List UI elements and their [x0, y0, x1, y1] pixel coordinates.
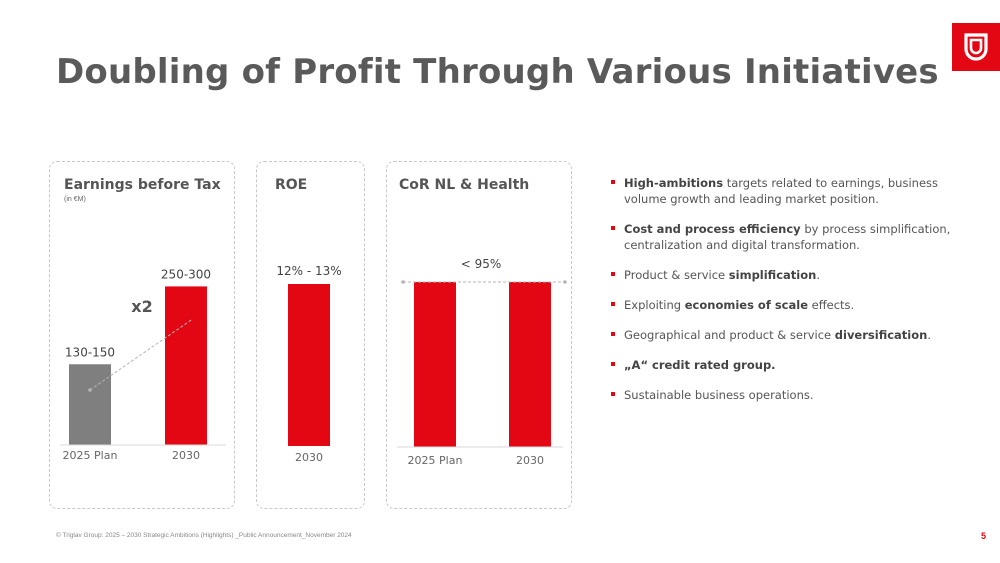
growth-trend-start	[88, 388, 92, 392]
roe-panel: ROE 12% - 13% 2030	[256, 161, 365, 509]
roe-chart: 12% - 13% 2030	[276, 264, 341, 464]
x-tick-label: 2025 Plan	[408, 454, 463, 467]
bar	[69, 364, 111, 445]
cor-panel-title: CoR NL & Health	[399, 177, 530, 193]
earnings-panel-title: Earnings before Tax	[64, 177, 221, 193]
bar	[509, 282, 551, 447]
bar	[165, 286, 207, 445]
bullet-item: „A“ credit rated group.	[611, 357, 961, 373]
growth-trend-line	[89, 319, 193, 391]
triglav-logo-icon	[964, 33, 988, 61]
x-tick-label: 2030	[172, 449, 200, 462]
bar	[414, 282, 456, 447]
data-label: 250-300	[161, 267, 211, 281]
earnings-chart: 130-150 2025 Plan 250-300 2030 x2	[60, 267, 226, 462]
growth-multiplier: x2	[131, 297, 152, 316]
bullet-marker	[611, 332, 615, 336]
earnings-panel: Earnings before Tax (in €M) 130-150 2025 …	[49, 161, 235, 509]
data-label: 130-150	[65, 345, 115, 359]
bullet-item: Exploiting economies of scale effects.	[611, 297, 961, 313]
footer-note: © Triglav Group: 2025 – 2030 Strategic A…	[56, 532, 352, 539]
roe-panel-title: ROE	[275, 177, 308, 193]
initiatives-list: High-ambitions targets related to earnin…	[611, 175, 961, 417]
bullet-item: Cost and process efficiency by process s…	[611, 221, 961, 253]
bullet-item: High-ambitions targets related to earnin…	[611, 175, 961, 207]
x-tick-label: 2030	[295, 451, 323, 464]
data-label: < 95%	[461, 257, 502, 271]
data-label: 12% - 13%	[276, 264, 341, 278]
bullet-marker	[611, 302, 615, 306]
bullet-marker	[611, 272, 615, 276]
slide-title: Doubling of Profit Through Various Initi…	[56, 52, 939, 92]
bullet-item: Product & service simplification.	[611, 267, 961, 283]
x-tick-label: 2030	[516, 454, 544, 467]
bullet-marker	[611, 362, 615, 366]
cor-chart: 2025 Plan 2030 < 95%	[397, 257, 567, 467]
threshold-line-start	[401, 280, 405, 284]
bullet-item: Geographical and product & service diver…	[611, 327, 961, 343]
page-number: 5	[981, 531, 987, 541]
bullet-item: Sustainable business operations.	[611, 387, 961, 403]
cor-panel: CoR NL & Health 2025 Plan 2030 < 95%	[386, 161, 572, 509]
bullet-marker	[611, 392, 615, 396]
earnings-panel-unit: (in €M)	[64, 196, 86, 203]
threshold-line-end	[563, 280, 567, 284]
triglav-logo	[952, 23, 1000, 71]
bullet-marker	[611, 226, 615, 230]
bullet-marker	[611, 180, 615, 184]
bar	[288, 284, 330, 446]
x-tick-label: 2025 Plan	[63, 449, 118, 462]
